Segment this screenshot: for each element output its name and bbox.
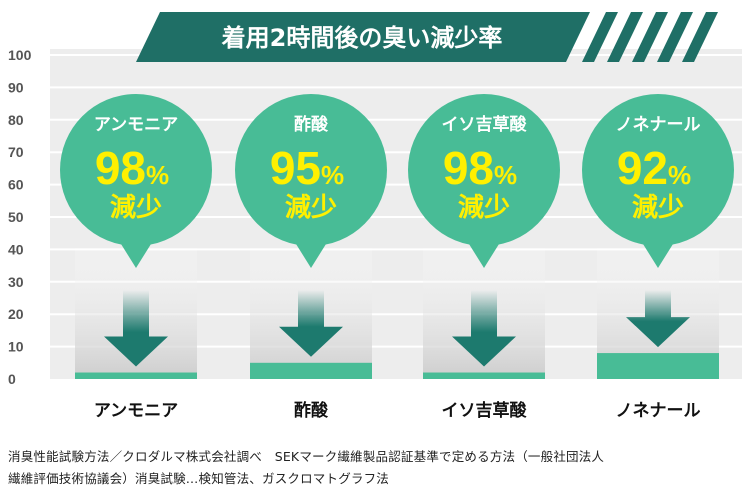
bubble-percent: 95% [270,142,344,194]
bubble-percent: 92% [617,142,691,194]
footnote-line-1: 消臭性能試験方法／クロダルマ株式会社調べ SEKマーク繊維製品認証基準で定める方… [8,449,605,464]
chart-title: 着用2時間後の臭い減少率 [222,24,503,52]
x-tick-label: イソ吉草酸 [442,400,528,421]
x-tick-label: 酢酸 [294,400,329,421]
banner-stripe [632,12,668,62]
y-tick-label: 30 [8,274,24,290]
bubble-label: イソ吉草酸 [442,114,528,135]
bubble-suffix: 減少 [632,193,684,223]
y-tick-label: 90 [8,79,24,95]
result-bubble [582,94,734,246]
y-tick-label: 10 [8,339,24,355]
data-bar [250,362,372,379]
bubble-percent: 98% [443,142,517,194]
bubble-label: 酢酸 [294,114,329,135]
bubble-label: アンモニア [94,115,178,135]
y-tick-label: 70 [8,144,24,160]
bubble-suffix: 減少 [285,193,337,223]
bubble-label: ノネナール [616,115,701,135]
bubble-percent: 98% [95,142,169,194]
y-tick-label: 60 [8,177,24,193]
result-bubble [60,94,212,246]
y-tick-label: 50 [8,209,24,225]
title-banner [136,12,590,62]
down-arrow [452,290,516,367]
bubble-suffix: 減少 [110,193,162,223]
banner-stripe [607,12,643,62]
y-tick-label: 80 [8,112,24,128]
y-tick-label: 20 [8,306,24,322]
data-bar [423,372,545,379]
y-tick-label: 40 [8,241,24,257]
result-bubble [408,94,560,246]
data-bar [597,353,719,379]
banner-stripe [582,12,618,62]
result-bubble [235,94,387,246]
footnote-line-2: 繊維評価技術協議会）消臭試験…検知管法、ガスクロマトグラフ法 [8,471,390,486]
banner-stripe [682,12,718,62]
down-arrow [279,290,343,357]
y-tick-label: 100 [8,47,32,63]
y-tick-label: 0 [8,371,16,387]
down-arrow [626,290,690,348]
data-bar [75,372,197,379]
x-tick-label: ノネナール [616,401,701,421]
down-arrow [104,290,168,367]
x-tick-label: アンモニア [94,401,178,421]
banner-stripe [657,12,693,62]
bubble-suffix: 減少 [458,193,510,223]
